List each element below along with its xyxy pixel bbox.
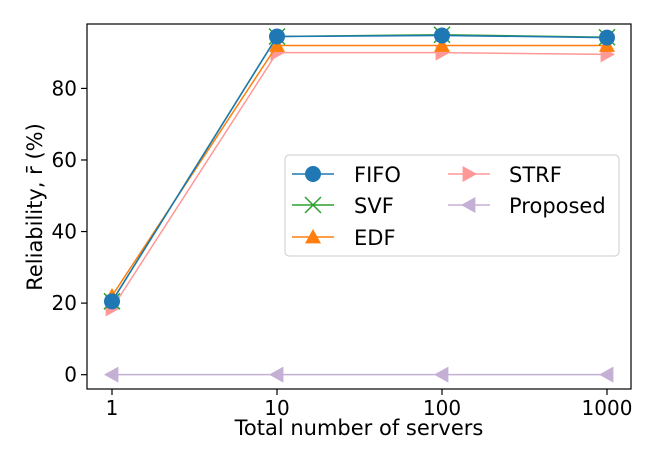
x-axis: 1 10 100 1000 [106,389,633,420]
legend-item-edf: EDF [292,226,396,250]
y-tick-label: 80 [52,76,77,100]
data-point [104,293,120,310]
series-line [111,34,608,302]
legend-item-fifo: FIFO [292,163,401,187]
data-point [599,29,615,46]
series-line [111,51,608,309]
legend-label: EDF [354,226,396,250]
data-point [434,37,450,52]
series-layer [103,26,616,383]
x-axis-label: Total number of servers [234,416,484,440]
data-point [269,37,285,52]
data-point [434,366,449,383]
legend-label: Proposed [509,194,606,218]
legend: FIFO SVF EDF STRF Proposed [284,154,620,257]
y-tick-label: 0 [64,363,77,387]
legend-marker [461,197,476,213]
y-tick-label: 40 [52,220,77,244]
x-tick-label: 1 [106,396,119,420]
y-axis-label: Reliability, r̄ (%) [23,123,47,291]
data-point [599,366,614,383]
data-point [269,366,284,383]
legend-marker [304,196,322,214]
series-line [111,44,607,297]
legend-label: STRF [509,163,562,187]
y-tick-label: 60 [52,148,77,172]
y-tick-label: 20 [52,291,77,315]
data-point [434,27,450,44]
series-proposed [104,366,614,383]
legend-item-strf: STRF [448,163,562,187]
x-tick-label: 1000 [582,396,633,420]
y-axis: 0 20 40 60 80 [52,76,87,387]
data-point [269,28,285,45]
x-tick-label: 10 [264,396,289,420]
legend-marker [305,166,321,182]
data-point [104,366,119,383]
legend-label: FIFO [354,163,401,187]
legend-item-svf: SVF [292,194,394,218]
legend-item-proposed: Proposed [448,194,606,218]
legend-marker [462,166,477,182]
series-fifo [104,27,615,310]
legend-marker [305,229,321,244]
legend-label: SVF [354,194,394,218]
x-tick-label: 100 [423,396,461,420]
